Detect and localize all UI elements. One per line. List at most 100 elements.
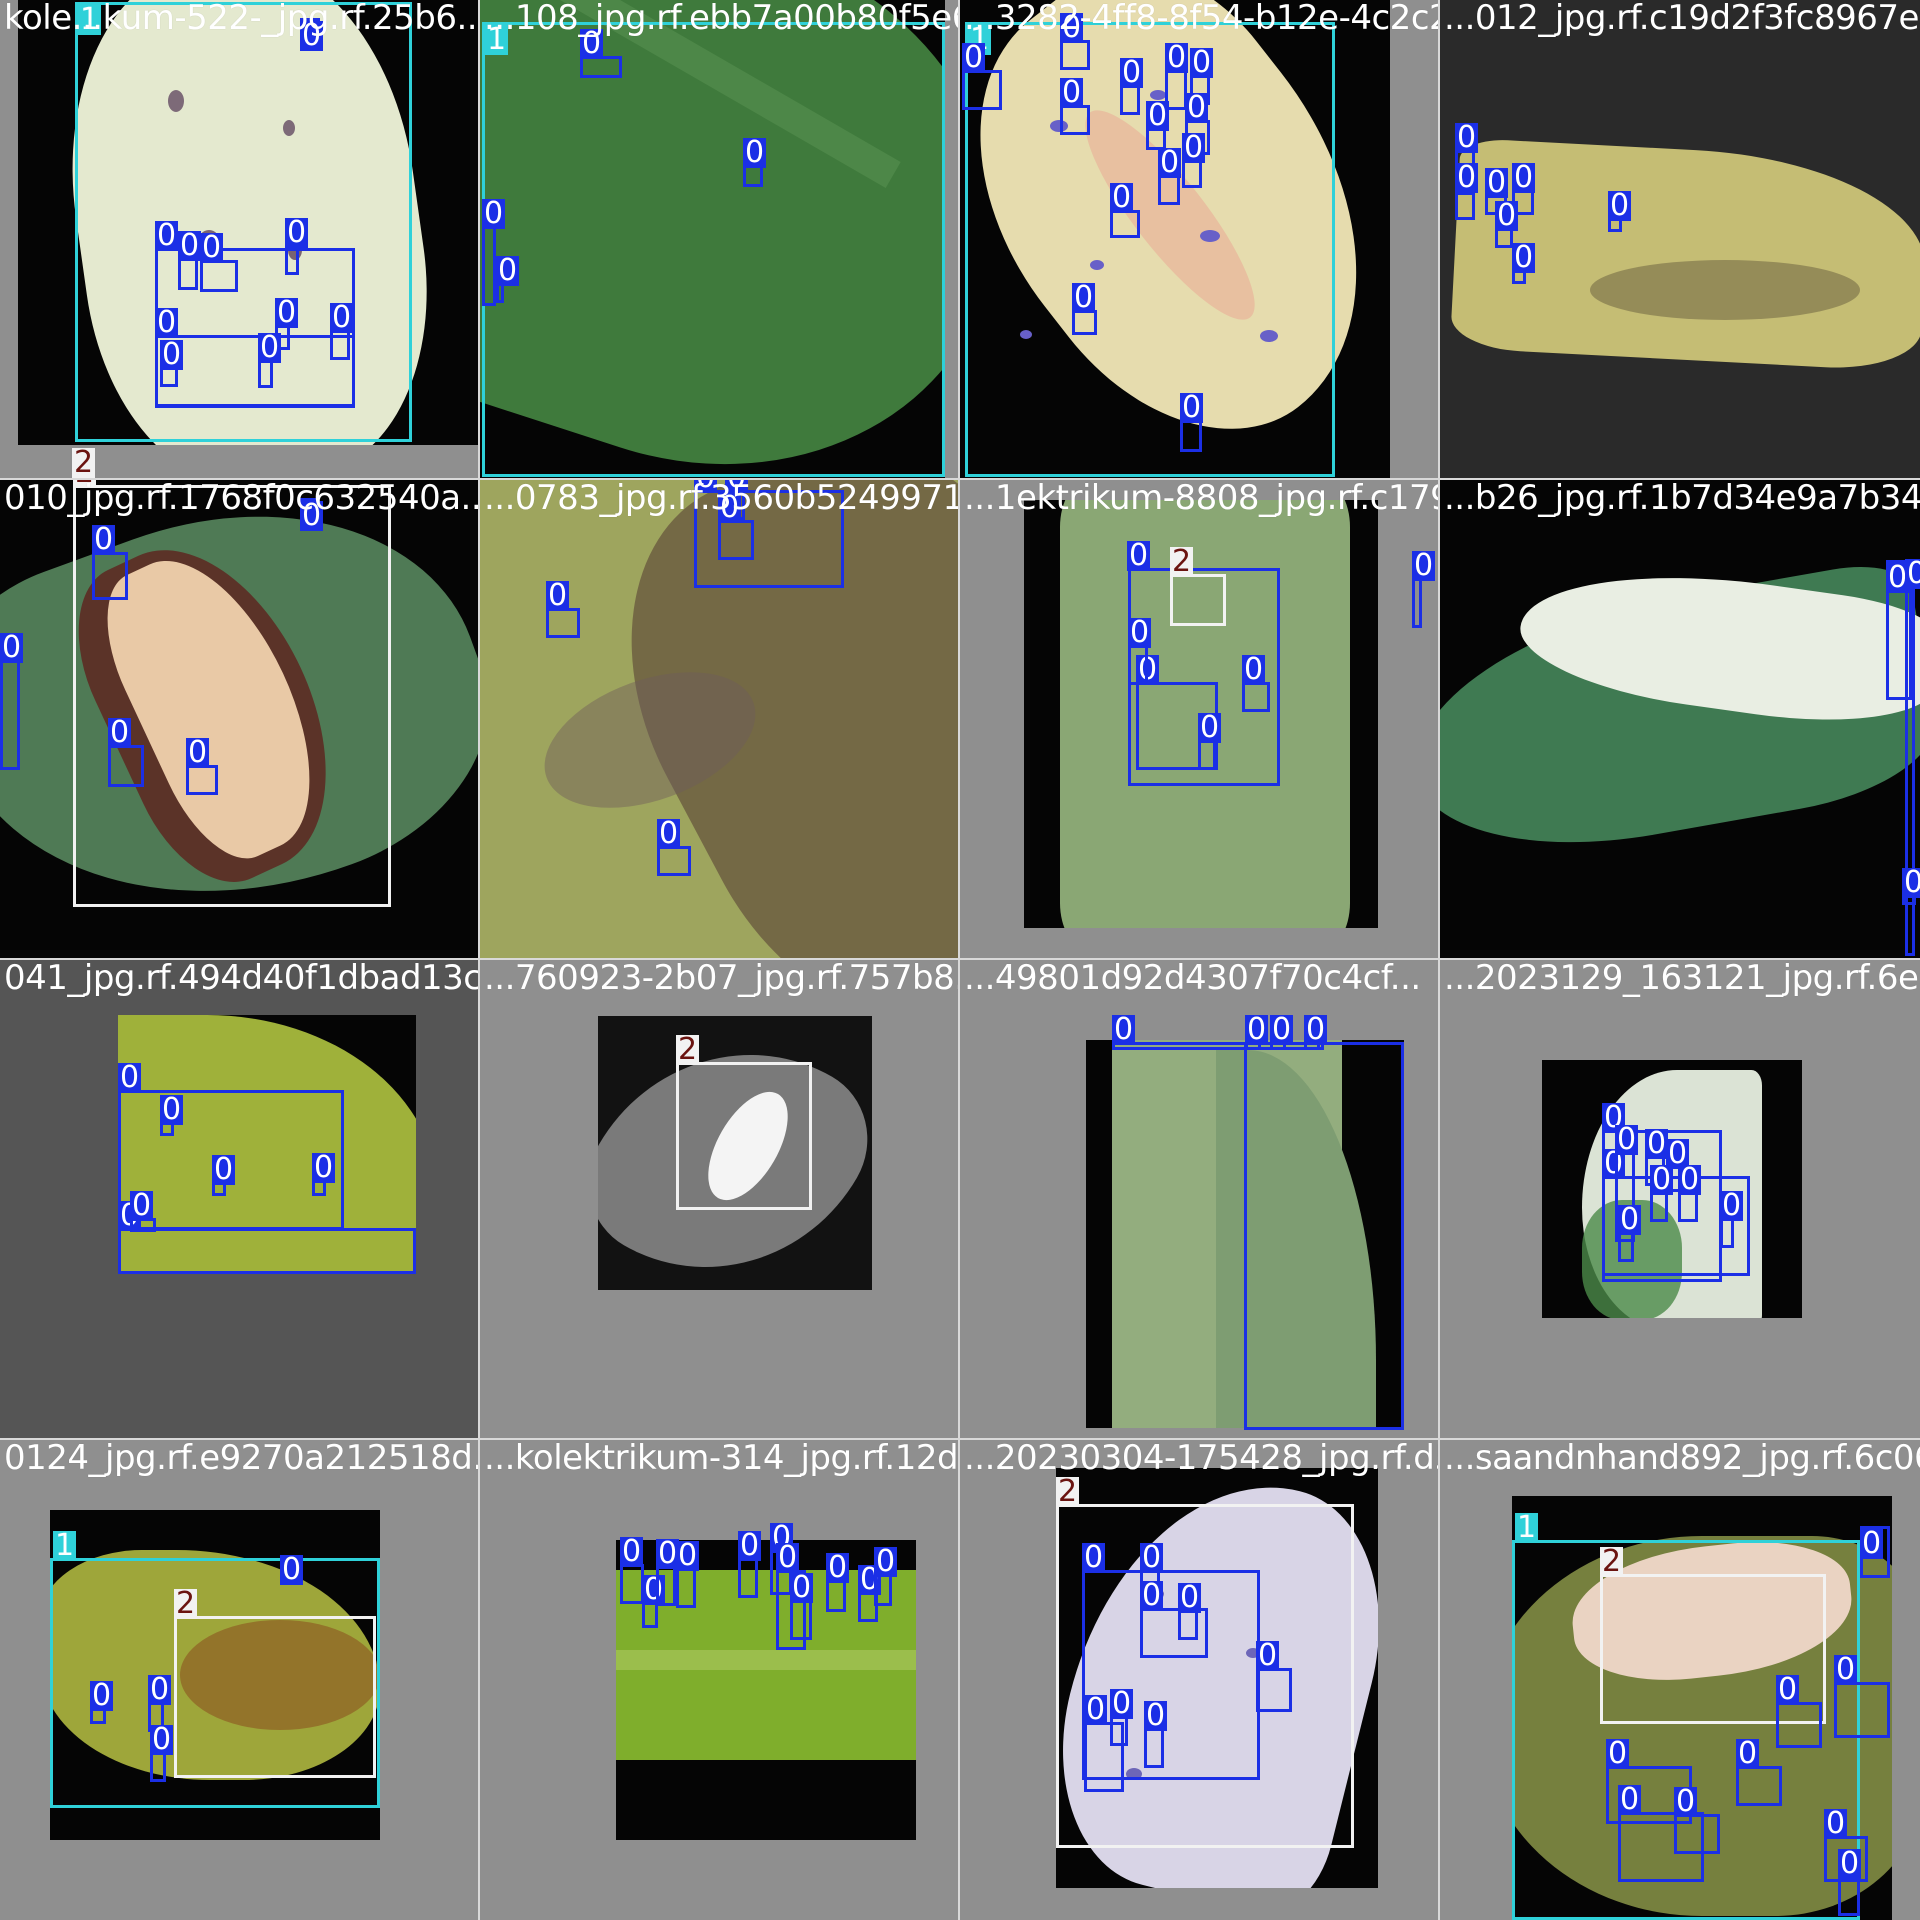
bbox-class-2: 2 — [1056, 1477, 1354, 1848]
bbox-class-0: 0 — [962, 43, 1002, 110]
bbox-class-0: 0 — [312, 1153, 336, 1196]
image-filename: ...b26_jpg.rf.1b7d34e9a7b3420a0... — [1444, 480, 1920, 518]
bbox-class-1: 1 — [50, 1531, 380, 1808]
bbox-class-0: 0 — [694, 480, 844, 588]
bbox-class-0: 0 — [1158, 148, 1182, 205]
image-filename: ...2023129_163121_jpg.rf.6e... — [1444, 960, 1920, 998]
bbox-class-0: 0 — [1112, 1015, 1324, 1050]
grid-divider — [478, 0, 480, 1920]
bbox-class-0: 0 — [0, 633, 24, 770]
image-filename: ...108_jpg.rf.ebb7a00b80f5e6... — [484, 0, 958, 38]
bbox-class-0: 0 — [1838, 1849, 1862, 1916]
bbox-class-0: 0 — [1834, 1655, 1890, 1738]
grid-divider — [958, 0, 960, 1920]
leaf-photo — [598, 1016, 872, 1290]
image-filename: 0124_jpg.rf.e9270a212518d... — [4, 1440, 478, 1478]
tile-13: 0 0 0 0 0 0 0 0 0 0 0 ...kolektrikum-314… — [480, 1440, 958, 1920]
bbox-class-0: 0 — [657, 819, 691, 876]
grid-divider — [0, 958, 1920, 960]
bbox-class-0: 0 — [620, 1537, 644, 1604]
bbox-class-0: 0 — [1178, 1583, 1202, 1640]
bbox-class-0: 0 — [1072, 283, 1097, 335]
bbox-class-0: 0 — [496, 256, 520, 303]
bbox-class-0: 0 — [1256, 1641, 1292, 1712]
image-filename: ...20230304-175428_jpg.rf.d5f... — [964, 1440, 1438, 1478]
bbox-class-0: 0 — [285, 218, 309, 275]
bbox-class-0: 0 — [1736, 1739, 1782, 1806]
bbox-class-1: 1 — [482, 22, 945, 477]
bbox-class-0: 0 — [743, 138, 767, 187]
bbox-class-0: 0 — [874, 1547, 898, 1606]
bbox-class-0: 0 — [1110, 183, 1140, 238]
bbox-class-0: 0 — [280, 1552, 304, 1587]
bbox-class-0: 0 — [482, 199, 506, 306]
bbox-class-1: 1 — [75, 2, 412, 442]
bbox-class-2: 2 — [1170, 547, 1226, 626]
leaf-photo — [1440, 0, 1920, 478]
bbox-class-0: 0 — [1902, 868, 1920, 905]
bbox-class-0: 0 — [160, 1095, 184, 1136]
bbox-class-0: 0 — [118, 1201, 416, 1274]
bbox-class-0: 0 — [1455, 163, 1479, 220]
bbox-class-0: 0 — [1512, 163, 1536, 215]
bbox-class-0: 0 — [1060, 13, 1090, 70]
bbox-class-0: 0 — [1650, 1165, 1674, 1222]
bbox-class-0: 0 — [1602, 1149, 1750, 1276]
bbox-class-0: 0 — [1905, 559, 1920, 956]
bbox-class-2: 2 — [174, 1589, 376, 1778]
image-filename: ...49801d92d4307f70c4cf... — [964, 960, 1421, 998]
grid-divider — [0, 478, 1920, 480]
bbox-class-0: 0 — [1776, 1675, 1822, 1748]
bbox-class-0: 0 — [790, 1573, 814, 1640]
bbox-class-0: 0 — [275, 298, 299, 350]
bbox-class-0: 0 — [776, 1543, 806, 1650]
bbox-class-1: 1 — [965, 22, 1335, 477]
bbox-class-0: 0 — [258, 333, 282, 388]
bbox-class-0: 0 — [826, 1553, 850, 1612]
bbox-class-0: 0 — [1140, 1581, 1208, 1658]
tile-6: 0 2 0 0 0 0 0 ...1ektrikum-8808_jpg.rf.c… — [960, 480, 1438, 958]
tile-12: 1 2 0 0 0 0 0124_jpg.rf.e9270a212518d... — [0, 1440, 478, 1920]
bbox-class-0: 0 — [1198, 713, 1222, 770]
image-filename: kole...kum-522-_jpg.rf.25b6... — [4, 0, 478, 38]
bbox-class-0: 0 — [1860, 1526, 1890, 1578]
bbox-class-0: 0 — [1180, 393, 1204, 452]
tile-5: 0 0 0 0 0 ...0783_jpg.rf.3560b5249971cf0… — [480, 480, 958, 958]
bbox-class-0: 0 — [1412, 551, 1436, 628]
image-filename: ...012_jpg.rf.c19d2f3fc8967e... — [1444, 0, 1920, 38]
bbox-class-0: 0 — [1512, 243, 1536, 284]
image-filename: 041_jpg.rf.494d40f1dbad13c... — [4, 960, 478, 998]
grid-divider — [1438, 0, 1440, 1920]
tile-4: 2 0 0 0 0 0 010_jpg.rf.1768f0c632540a... — [0, 480, 478, 958]
bbox-class-0: 0 — [676, 1541, 700, 1608]
tile-15: 1 2 0 0 0 0 0 0 0 0 0 ...saandnhand892_j… — [1440, 1440, 1920, 1920]
bbox-class-0: 0 — [150, 1725, 174, 1782]
leaf-photo — [480, 0, 945, 478]
tile-8: 0 0 0 0 0 0 041_jpg.rf.494d40f1dbad13c..… — [0, 960, 478, 1438]
tile-11: 0 0 0 0 0 0 0 0 0 ...2023129_163121_jpg.… — [1440, 960, 1920, 1438]
bbox-class-0: 0 — [738, 1531, 762, 1598]
bbox-class-0: 0 — [1128, 618, 1152, 685]
bbox-class-0: 0 — [1720, 1191, 1744, 1248]
bbox-class-0: 0 — [155, 308, 355, 407]
bbox-class-0: 0 — [1110, 1689, 1134, 1746]
leaf-photo — [18, 0, 478, 445]
tile-3: 0 0 0 0 0 0 0 ...012_jpg.rf.c19d2f3fc896… — [1440, 0, 1920, 478]
bbox-class-0: 0 — [92, 525, 128, 600]
leaf-photo — [960, 0, 1390, 478]
tile-2: 1 0 0 0 0 0 0 0 0 0 0 0 0 0 ...3282-4ff8… — [960, 0, 1438, 478]
image-filename: ...1ektrikum-8808_jpg.rf.c179... — [964, 480, 1438, 518]
bbox-class-0: 0 — [718, 493, 754, 560]
bbox-class-0: 0 — [1678, 1165, 1702, 1222]
bbox-class-0: 0 — [130, 1191, 156, 1232]
image-filename: 010_jpg.rf.1768f0c632540a... — [4, 480, 478, 518]
bbox-class-0: 0 — [186, 738, 218, 795]
image-filename: ...0783_jpg.rf.3560b5249971cf0... — [484, 480, 958, 518]
bbox-class-0: 0 — [1495, 201, 1519, 248]
tile-0: 1 2 0 0 0 0 0 0 0 0 0 0 kole...kum-522-_… — [0, 0, 478, 478]
bbox-class-0: 0 — [1886, 560, 1912, 700]
bbox-class-0: 0 — [300, 498, 324, 533]
tile-14: 2 0 0 0 0 0 0 0 0 ...20230304-175428_jpg… — [960, 1440, 1438, 1920]
bbox-class-0: 0 — [1824, 1809, 1868, 1882]
bbox-class-0: 0 — [90, 1681, 114, 1724]
